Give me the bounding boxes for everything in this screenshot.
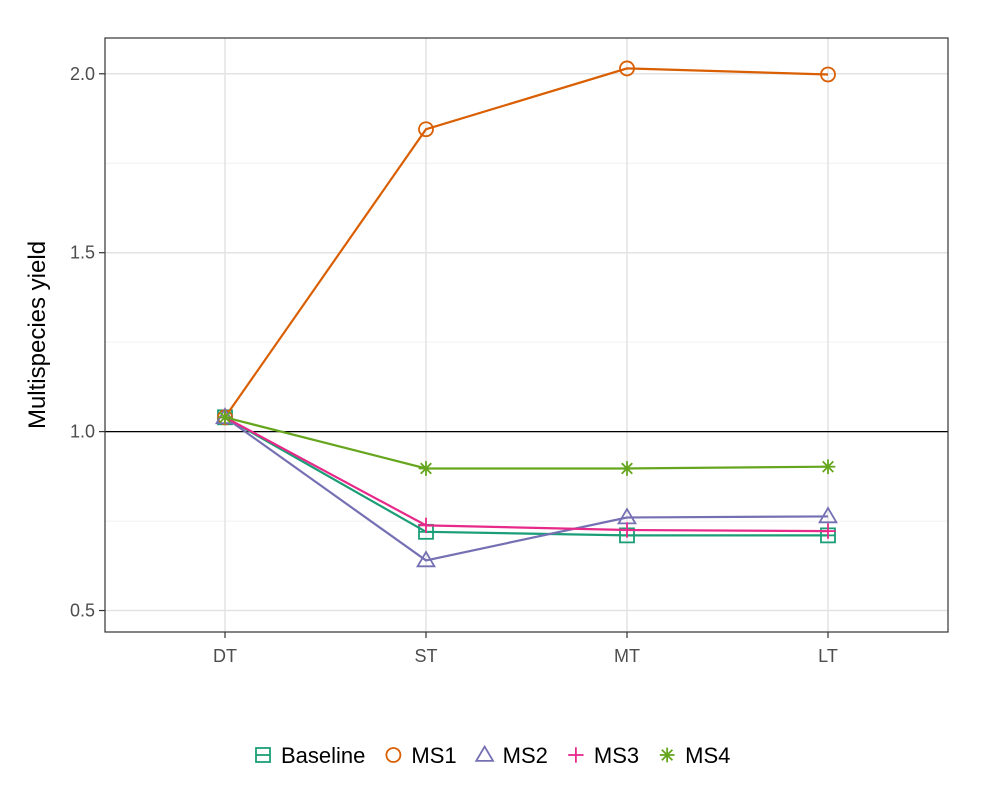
legend-item: MS4 [659, 743, 730, 768]
y-tick-label: 0.5 [70, 601, 95, 621]
y-tick-label: 1.5 [70, 243, 95, 263]
data-point-circle-marker [418, 121, 434, 138]
data-point-plus-marker [619, 522, 635, 538]
y-tick-label: 2.0 [70, 64, 95, 84]
data-point-triangle-marker [416, 550, 436, 568]
data-point-plus-marker [820, 523, 836, 539]
data-point-asterisk-marker [820, 459, 836, 475]
legend-label: MS2 [503, 743, 548, 768]
series-line [224, 416, 829, 562]
x-tick-label: DT [213, 646, 237, 666]
x-tick-label: LT [818, 646, 838, 666]
data-point-plus-marker [568, 747, 584, 763]
legend-item: MS1 [385, 743, 457, 768]
data-point-asterisk-marker [659, 747, 675, 763]
legend-item: MS2 [474, 743, 548, 768]
data-point-asterisk-marker [418, 461, 434, 476]
data-point-asterisk-marker [217, 409, 233, 425]
series-ms4 [217, 409, 836, 476]
y-axis-title: Multispecies yield [24, 241, 51, 429]
data-point-triangle-marker [818, 506, 838, 524]
series-layer [215, 60, 838, 568]
data-point-asterisk-marker [619, 461, 635, 476]
legend-label: Baseline [281, 743, 365, 768]
series-line [224, 416, 829, 533]
legend-item: Baseline [255, 743, 365, 768]
minor-gridlines [105, 162, 948, 522]
y-axis: 0.5 1.0 1.5 2.0 [70, 64, 105, 621]
legend-label: MS4 [685, 743, 730, 768]
legend-item: MS3 [568, 743, 639, 768]
series-line [224, 67, 829, 418]
x-tick-label: MT [614, 646, 640, 666]
legend-label: MS3 [594, 743, 639, 768]
panel-border [104, 37, 949, 633]
data-point-plus-marker [418, 517, 434, 534]
x-tick-label: ST [414, 646, 437, 666]
data-point-circle-marker [820, 66, 836, 83]
data-point-triangle-marker [474, 744, 495, 762]
data-point-circle-marker [385, 747, 402, 763]
series-line [224, 416, 828, 537]
data-point-square-plus-marker [255, 747, 271, 763]
legend: Baseline MS1 MS2 MS3 MS4 [255, 743, 730, 768]
legend-label: MS1 [411, 743, 456, 768]
y-tick-label: 1.0 [70, 422, 95, 442]
data-point-circle-marker [619, 60, 635, 77]
series-line [224, 416, 829, 470]
x-axis: DT ST MT LT [213, 632, 838, 666]
